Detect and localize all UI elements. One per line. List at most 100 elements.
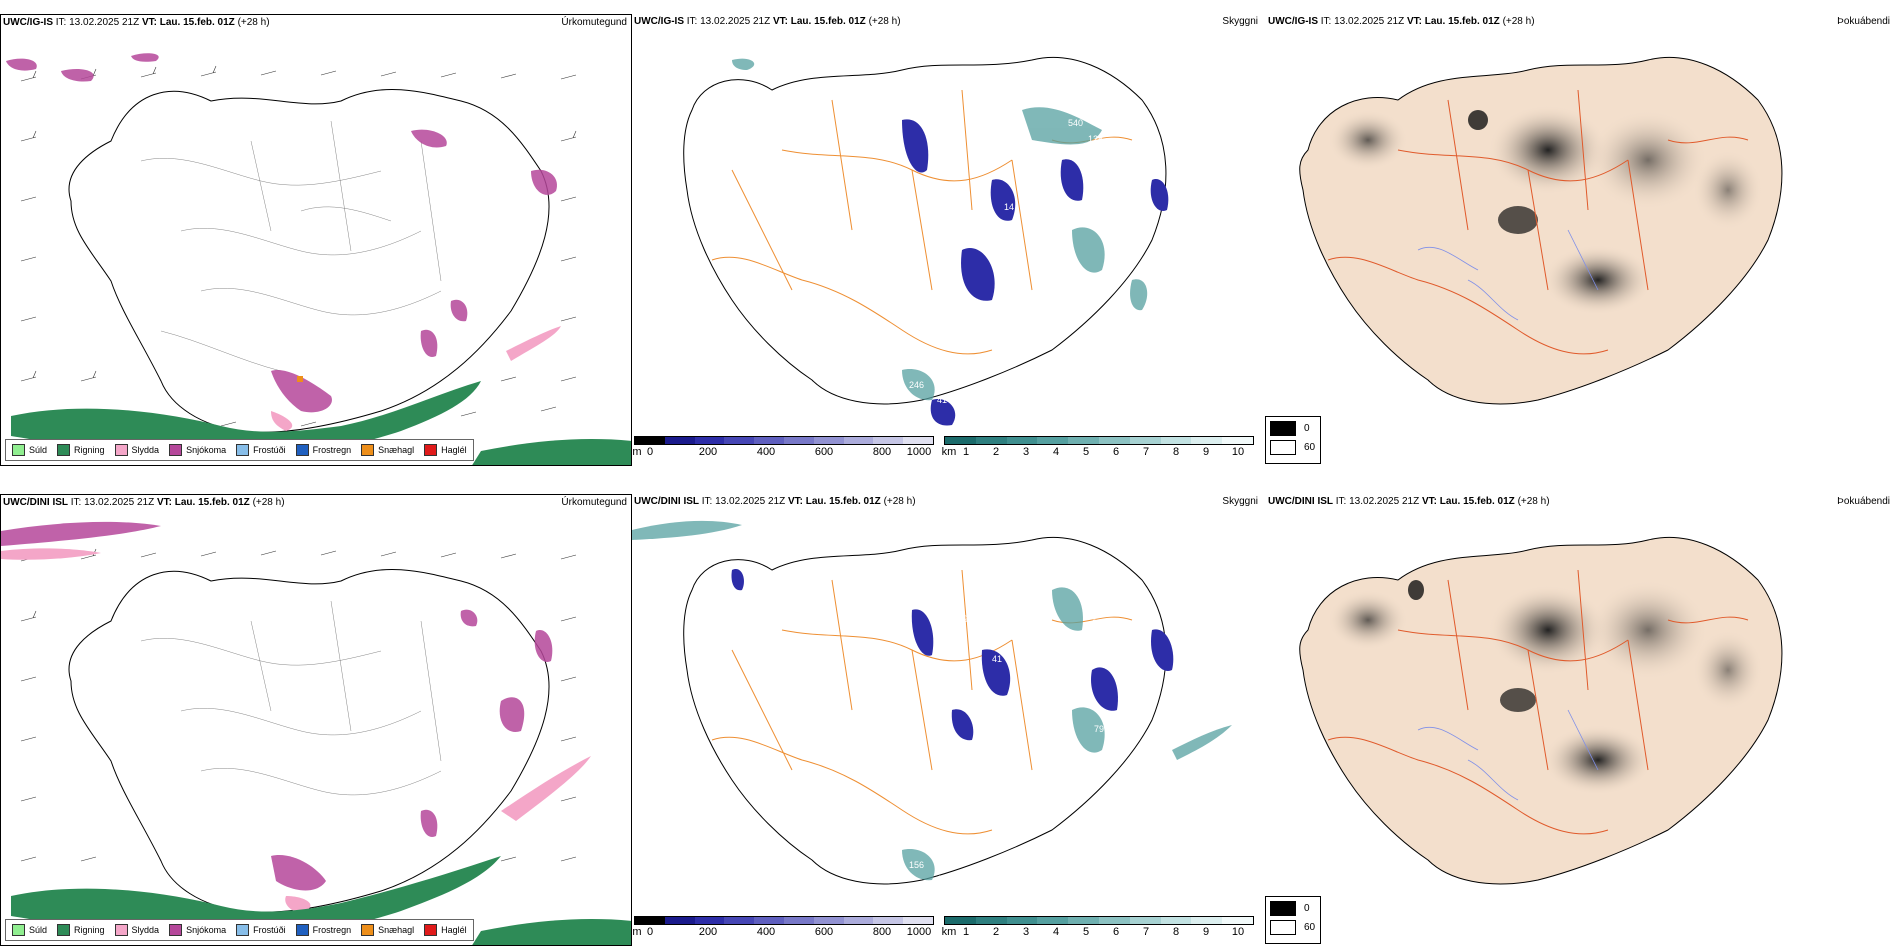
tick-label: 9 (1202, 446, 1210, 458)
panel-title: Úrkomutegund (561, 497, 627, 508)
roads (1327, 89, 1749, 355)
panel-title: Skyggni (1222, 16, 1258, 27)
cloud-low-areas (731, 569, 1174, 741)
cloud-map: 156 15 85 89 41 13 10 277 79 105 (632, 520, 1232, 885)
visibility-colorbar: km 1 2 3 4 5 6 7 8 9 10 (941, 436, 1254, 466)
cloud-panel-row1: UWC/IG-IS IT: 13.02.2025 21Z VT: Lau. 15… (632, 14, 1262, 466)
swatch (114, 444, 128, 456)
terrain-contours (140, 600, 442, 796)
visibility-colorbar: km 1 2 3 4 5 6 7 8 9 10 (941, 916, 1254, 946)
tick-label: 8 (1172, 446, 1180, 458)
hail-marker (297, 376, 303, 382)
precip-label: 41 (944, 187, 954, 197)
swatch-dark (1270, 421, 1296, 436)
visibility-areas (632, 520, 1232, 881)
tick-label: 7 (1142, 446, 1150, 458)
legend-item: Haglél (424, 444, 467, 456)
legend-item: Rigning (57, 444, 105, 456)
legend-item: Súld (12, 444, 47, 456)
cloud-low-areas (902, 119, 1169, 426)
precip-label: 156 (909, 860, 924, 870)
panel-title: Þokuábendi (1837, 16, 1890, 27)
precip-label: 79 (1094, 724, 1104, 734)
height-bar (634, 916, 934, 925)
fog-legend-label: 0 (1304, 423, 1310, 434)
visibility-areas (732, 58, 1148, 401)
fog-legend: 0 60 (1265, 896, 1321, 944)
roads (711, 569, 1133, 835)
precip-type-panel-row2: UWC/DINI ISL IT: 13.02.2025 21Z VT: Lau.… (0, 494, 632, 946)
precip-label: 277 (1092, 618, 1107, 628)
unit-label: km (941, 446, 957, 458)
swatch (361, 924, 375, 936)
panel-header: UWC/IG-IS IT: 13.02.2025 21Z VT: Lau. 15… (1268, 16, 1535, 27)
swatch-dark (1270, 901, 1296, 916)
iceland-outline (683, 56, 1167, 405)
tick-label: 7 (1142, 926, 1150, 938)
swatch (361, 444, 375, 456)
legend-item: Slydda (114, 924, 159, 936)
swatch (12, 924, 25, 936)
tick-label: 1000 (906, 446, 932, 458)
unit-label: m (632, 446, 642, 458)
fog-map (1299, 536, 1783, 885)
fog-intensity-areas (1328, 105, 1763, 315)
tick-label: 600 (814, 446, 834, 458)
terrain-contours (140, 120, 442, 372)
precip-label: 85 (1140, 157, 1150, 167)
precip-type-map (6, 53, 631, 465)
tick-label: 400 (756, 926, 776, 938)
rivers (1417, 709, 1599, 801)
roads (1327, 569, 1749, 835)
legend-item: Slydda (114, 444, 159, 456)
precip-label: 85 (950, 627, 960, 637)
fog-legend-label: 60 (1304, 922, 1316, 933)
panel-title: Úrkomutegund (561, 17, 627, 28)
fog-panel-row1: UWC/IG-IS IT: 13.02.2025 21Z VT: Lau. 15… (1262, 14, 1900, 466)
precip-sleet-areas (271, 326, 561, 431)
tick-label: 3 (1022, 446, 1030, 458)
swatch-light (1270, 440, 1296, 455)
swatch (114, 924, 128, 936)
tick-label: 9 (1202, 926, 1210, 938)
unit-label: m (632, 926, 642, 938)
swatch (169, 924, 183, 936)
legend-item: Rigning (57, 924, 105, 936)
swatch (236, 444, 250, 456)
unit-label: km (941, 926, 957, 938)
swatch (424, 444, 438, 456)
tick-label: 5 (1082, 446, 1090, 458)
rivers (1417, 229, 1599, 321)
tick-label: 4 (1052, 446, 1060, 458)
height-colorbar: m 0 200 400 600 800 1000 (632, 916, 934, 946)
precip-rain-areas (11, 381, 631, 465)
swatch (236, 924, 250, 936)
tick-label: 0 (646, 926, 654, 938)
precip-label: 10 (1052, 672, 1062, 682)
precip-label: 540 (1068, 118, 1083, 128)
tick-label: 10 (1231, 926, 1245, 938)
iceland-outline (68, 88, 550, 433)
precip-label: 10 (1004, 234, 1014, 244)
precip-label: 90 (940, 162, 950, 172)
precip-label: 41 (992, 654, 1002, 664)
swatch (57, 924, 71, 936)
fog-intensity-areas (1328, 580, 1763, 795)
tick-label: 3 (1022, 926, 1030, 938)
height-colorbar: m 0 200 400 600 800 1000 (632, 436, 934, 466)
tick-label: 200 (698, 446, 718, 458)
panel-header: UWC/DINI ISL IT: 13.02.2025 21Z VT: Lau.… (1268, 496, 1550, 507)
cloud-panel-row2: UWC/DINI ISL IT: 13.02.2025 21Z VT: Lau.… (632, 494, 1262, 946)
precip-label: 41 (937, 395, 947, 405)
legend-item: Snjókoma (169, 924, 226, 936)
precip-type-panel-row1: UWC/IG-IS IT: 13.02.2025 21Z VT: Lau. 15… (0, 14, 632, 466)
tick-label: 8 (1172, 926, 1180, 938)
tick-label: 0 (646, 446, 654, 458)
tick-label: 1 (962, 446, 970, 458)
precip-label: 246 (909, 380, 924, 390)
swatch (424, 924, 438, 936)
swatch (295, 444, 309, 456)
tick-label: 800 (872, 446, 892, 458)
precip-sleet-areas (1, 548, 591, 913)
visibility-bar (944, 436, 1254, 445)
